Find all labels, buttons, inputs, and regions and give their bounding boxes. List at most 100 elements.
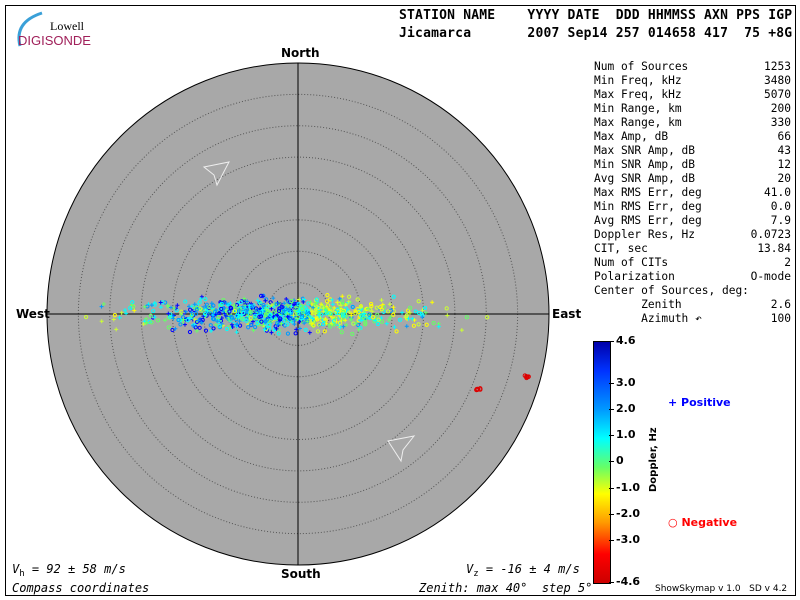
stat-label: Min Range, km — [594, 102, 682, 115]
source-positive — [380, 302, 385, 307]
source-positive — [307, 330, 312, 335]
source-positive — [158, 305, 163, 310]
source-positive — [346, 299, 351, 304]
stat-value: O-mode — [750, 270, 791, 283]
stat-value: 66 — [777, 130, 791, 143]
source-negative — [240, 316, 245, 322]
source-negative — [267, 322, 272, 327]
source-negative — [261, 302, 266, 308]
source-positive — [271, 296, 276, 301]
source-negative — [238, 314, 243, 319]
legend-positive-label: Positive — [681, 396, 731, 409]
source-positive — [152, 315, 157, 320]
source-negative — [294, 317, 299, 322]
label-south: South — [281, 567, 321, 581]
source-positive — [165, 304, 170, 309]
label-west: West — [16, 307, 50, 321]
source-positive — [292, 322, 297, 327]
source-positive — [262, 327, 267, 332]
source-negative — [176, 317, 181, 323]
source-negative — [316, 305, 321, 310]
source-negative — [259, 319, 264, 324]
source-negative — [303, 327, 308, 332]
source-positive — [296, 297, 301, 302]
source-negative — [188, 307, 193, 312]
source-positive — [226, 303, 231, 308]
source-negative — [83, 314, 89, 320]
source-negative — [444, 306, 449, 311]
source-positive — [323, 316, 328, 321]
source-negative — [464, 315, 469, 320]
source-negative — [381, 309, 386, 315]
source-negative — [356, 310, 361, 315]
source-positive — [252, 311, 257, 316]
source-positive — [144, 320, 149, 325]
source-positive — [255, 298, 260, 303]
stat-row: Max SNR Amp, dB 43 — [594, 144, 791, 158]
source-positive — [240, 304, 245, 309]
source-negative — [376, 317, 381, 322]
source-positive — [99, 304, 104, 309]
stat-label: Min Freq, kHz — [594, 74, 682, 87]
stat-value: 100 — [770, 312, 791, 325]
source-positive — [263, 320, 268, 325]
stat-label: Zenith — [594, 298, 682, 311]
source-negative — [322, 329, 327, 334]
source-negative — [246, 325, 251, 330]
source-positive — [284, 306, 289, 311]
source-positive — [356, 327, 361, 332]
source-negative — [254, 308, 259, 313]
stat-label: Center of Sources, deg: — [594, 284, 749, 297]
source-positive — [316, 313, 321, 318]
version-label: ShowSkymap v 1.0 SD v 4.2 — [655, 584, 788, 594]
source-positive — [387, 317, 392, 322]
source-negative — [251, 303, 256, 308]
source-positive — [269, 303, 274, 308]
source-negative — [394, 329, 399, 334]
source-negative — [252, 316, 257, 321]
source-negative — [168, 314, 173, 320]
source-negative — [227, 309, 232, 314]
colorbar-tick: 1.0 — [609, 428, 636, 442]
source-negative — [211, 316, 216, 321]
source-negative — [259, 322, 265, 327]
source-negative — [185, 318, 190, 323]
stat-row: Polarization O-mode — [594, 270, 791, 284]
source-positive — [297, 320, 302, 325]
zenith-label: Zenith: max 40° step 5° — [419, 581, 593, 595]
source-negative — [332, 308, 338, 313]
source-negative — [350, 304, 355, 310]
stat-row: Max Range, km 330 — [594, 116, 791, 130]
source-positive — [173, 326, 178, 331]
source-positive — [384, 321, 389, 326]
source-negative — [281, 314, 287, 319]
source-positive — [111, 317, 116, 322]
source-positive — [182, 322, 187, 327]
source-negative — [408, 305, 413, 310]
source-negative — [325, 299, 330, 304]
source-negative — [271, 310, 276, 315]
source-positive — [194, 328, 199, 333]
source-positive — [237, 307, 242, 312]
source-positive — [445, 313, 450, 318]
stat-label: Num of Sources — [594, 60, 689, 73]
source-positive — [290, 320, 295, 325]
source-positive — [271, 314, 276, 319]
stat-value: 200 — [770, 102, 791, 115]
colorbar-tick: -2.0 — [608, 507, 640, 521]
source-negative — [258, 314, 264, 319]
source-positive — [222, 311, 227, 316]
source-negative — [417, 311, 422, 316]
source-negative — [371, 315, 376, 320]
source-negative — [340, 299, 345, 304]
source-positive — [359, 318, 364, 323]
source-positive — [162, 318, 167, 323]
source-negative — [413, 309, 418, 314]
source-positive — [344, 313, 349, 318]
source-positive — [308, 315, 313, 320]
source-positive — [347, 309, 352, 314]
source-negative — [337, 301, 342, 306]
source-positive — [286, 307, 291, 312]
header-values: Jicamarca 2007 Sep14 257 014658 417 75 +… — [399, 26, 793, 41]
source-negative — [424, 322, 429, 327]
